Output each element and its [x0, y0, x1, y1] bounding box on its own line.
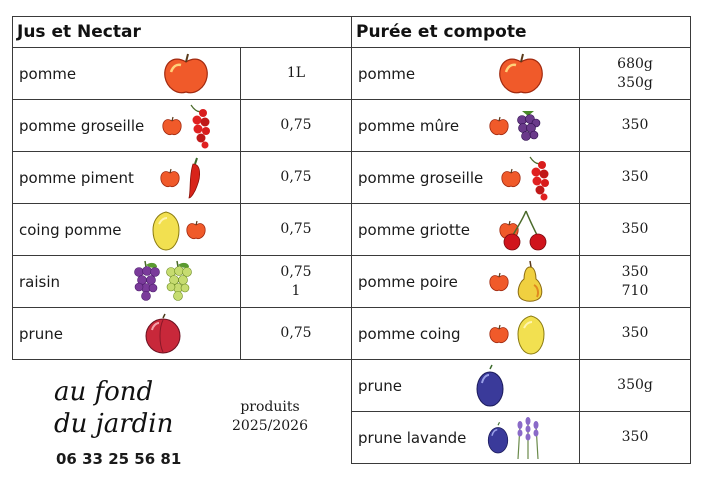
apple-icon	[162, 116, 182, 135]
redcurrant-icon	[190, 104, 210, 148]
apple-icon	[489, 116, 509, 135]
table-row: raisin 0,75 1	[12, 255, 352, 308]
au-fond-du-jardin-logo: au fond du jardin	[54, 377, 173, 439]
product-name: prune	[358, 376, 402, 395]
quantity: 350	[621, 263, 649, 280]
table-row: pomme piment 0,75	[12, 151, 352, 204]
apple-big-icon	[164, 53, 208, 93]
product-name: prune	[19, 324, 63, 343]
pear-icon	[517, 260, 543, 302]
jus-title: Jus et Nectar	[12, 16, 352, 48]
svg-text:du jardin: du jardin	[54, 409, 173, 439]
quantity: 350	[621, 117, 649, 133]
quince-icon	[152, 210, 180, 251]
blue-plum-icon	[476, 364, 504, 406]
svg-text:au fond: au fond	[54, 377, 153, 407]
product-name: raisin	[19, 272, 61, 291]
produits-label: produits 2025/2026	[228, 398, 312, 436]
product-name: pomme groseille	[358, 168, 484, 187]
product-name: pomme coing	[358, 324, 461, 343]
table-row: prune 350g	[351, 359, 691, 412]
apple-icon	[489, 272, 509, 291]
green-grapes-icon	[166, 260, 192, 301]
produits-line1: produits	[240, 399, 300, 415]
apple-icon	[501, 168, 521, 187]
table-row: pomme griotte 350	[351, 203, 691, 256]
quantity: 1L	[286, 65, 306, 81]
quince-icon	[517, 314, 545, 355]
puree-title: Purée et compote	[351, 16, 691, 48]
product-name: coing pomme	[19, 220, 122, 239]
quantity: 0,75	[280, 221, 312, 237]
product-name: prune lavande	[358, 428, 467, 447]
quantity: 0,75	[280, 117, 312, 133]
redcurrant-icon	[529, 156, 549, 200]
jus-table: Jus et Nectar pomme 1L pomme groseille 0…	[12, 16, 352, 360]
apple-icon	[186, 220, 206, 239]
product-name: pomme griotte	[358, 220, 470, 239]
quantity: 0,75	[280, 325, 312, 341]
apple-icon	[489, 324, 509, 343]
apple-icon	[160, 168, 180, 187]
cherries-icon	[503, 210, 547, 250]
puree-table: Purée et compote pomme 680g 350g pomme mû…	[351, 16, 691, 464]
product-name: pomme piment	[19, 168, 134, 187]
quantity: 350	[621, 325, 649, 341]
table-row: pomme groseille 350	[351, 151, 691, 204]
table-row: pomme 680g 350g	[351, 47, 691, 100]
table-row: pomme mûre 350	[351, 99, 691, 152]
quantity: 350g	[617, 377, 653, 393]
quantity: 1	[291, 282, 301, 299]
quantity: 0,75	[280, 263, 312, 280]
quantity: 350g	[617, 74, 653, 91]
table-row: prune 0,75	[12, 307, 352, 360]
chili-pepper-icon	[188, 157, 201, 198]
quantity: 350	[621, 429, 649, 445]
red-plum-icon	[145, 313, 181, 353]
product-name: pomme	[19, 64, 77, 83]
blackberry-icon	[517, 110, 541, 141]
product-name: pomme	[358, 64, 416, 83]
lavender-icon	[517, 416, 539, 459]
quantity: 0,75	[280, 169, 312, 185]
quantity: 680g	[617, 55, 653, 72]
blue-plum-icon	[487, 421, 509, 453]
table-row: pomme poire 350 710	[351, 255, 691, 308]
apple-big-icon	[499, 53, 543, 93]
purple-grapes-icon	[134, 260, 160, 301]
footer-block: au fond du jardin 06 33 25 56 81 produit…	[12, 362, 350, 472]
product-name: pomme poire	[358, 272, 458, 291]
product-name: pomme mûre	[358, 116, 460, 135]
table-row: pomme 1L	[12, 47, 352, 100]
quantity: 350	[621, 221, 649, 237]
table-row: prune lavande 350	[351, 411, 691, 464]
produits-line2: 2025/2026	[232, 418, 308, 434]
quantity: 350	[621, 169, 649, 185]
quantity: 710	[621, 282, 649, 299]
table-row: pomme coing 350	[351, 307, 691, 360]
table-row: pomme groseille 0,75	[12, 99, 352, 152]
product-name: pomme groseille	[19, 116, 145, 135]
table-row: coing pomme 0,75	[12, 203, 352, 256]
phone-number: 06 33 25 56 81	[56, 450, 182, 468]
